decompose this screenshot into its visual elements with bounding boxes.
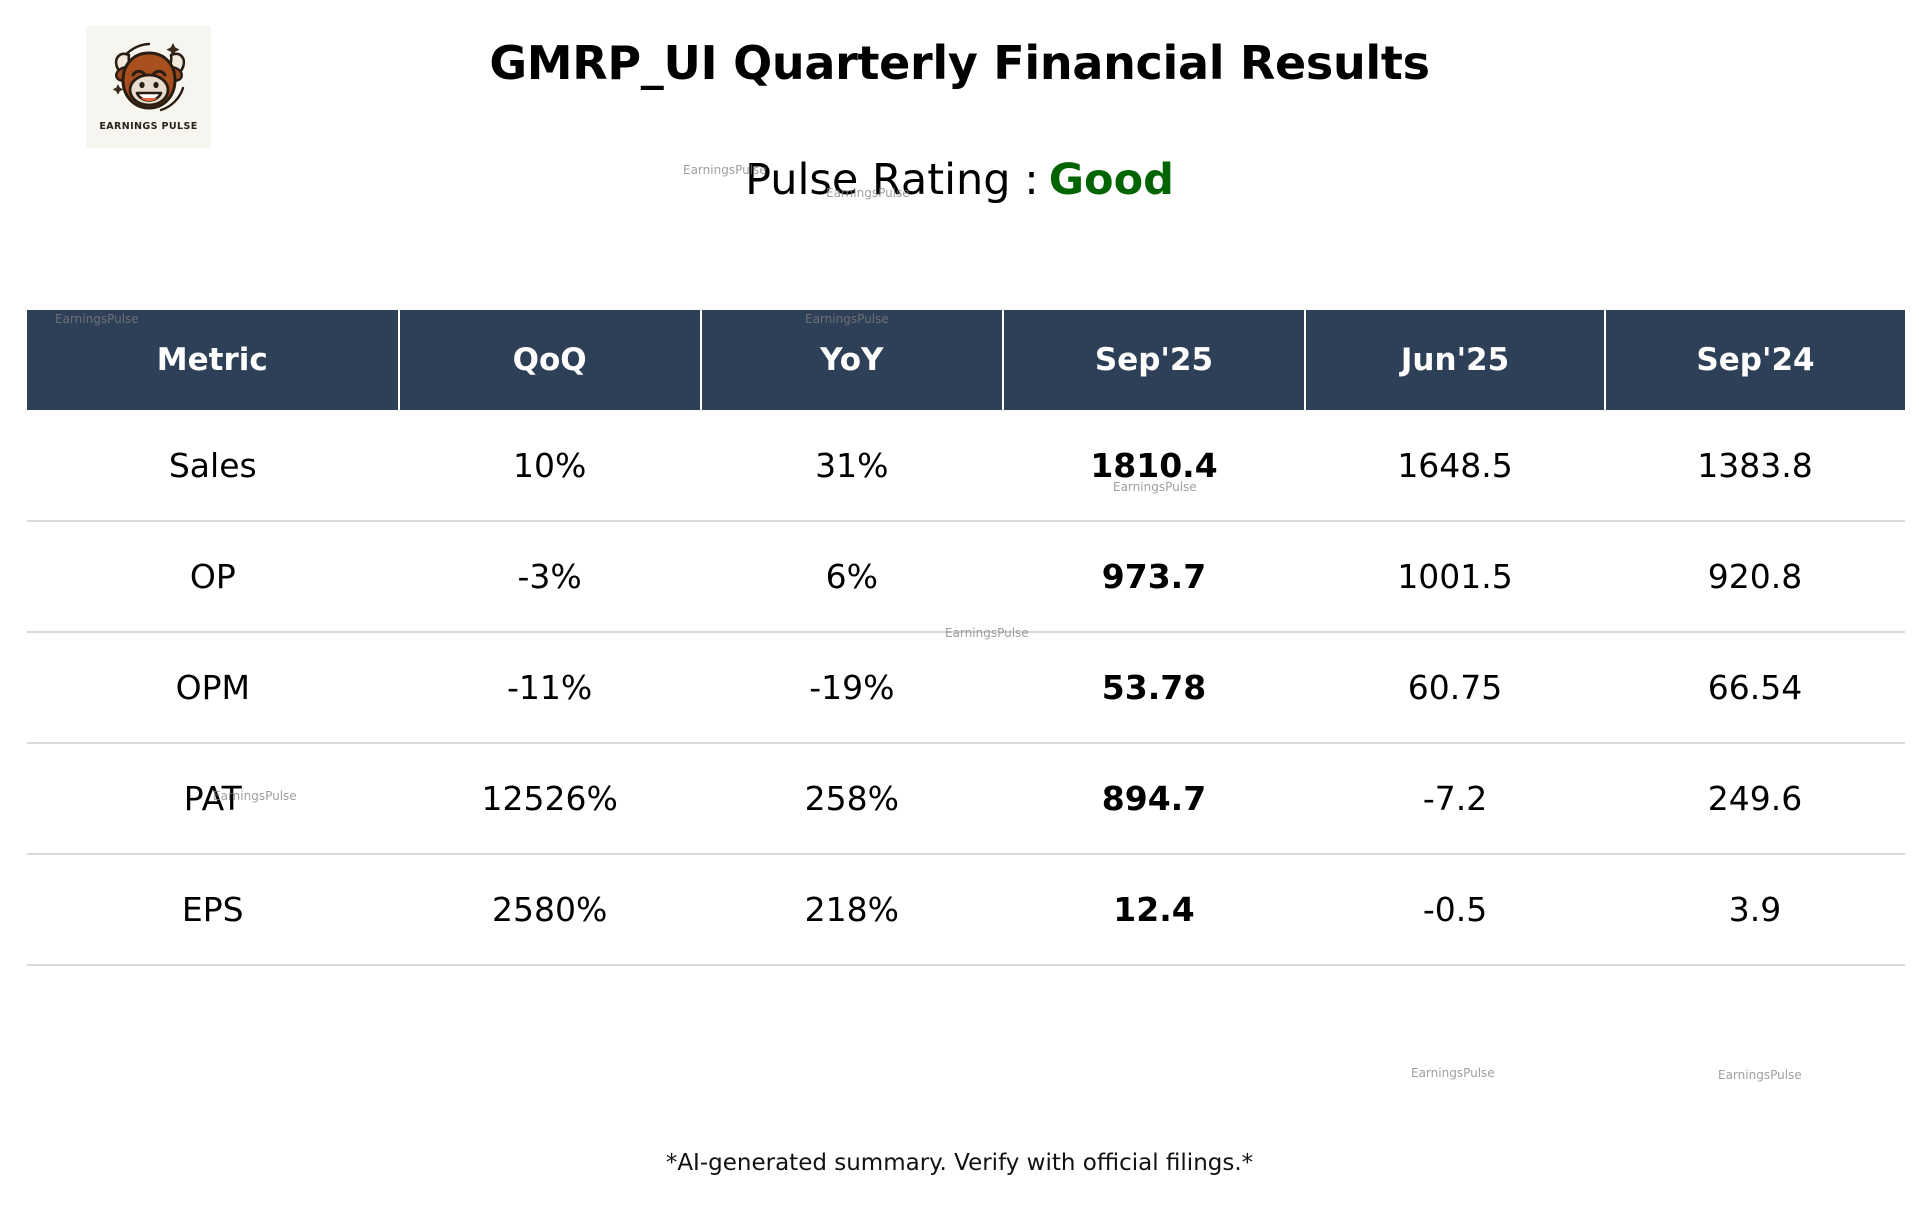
column-header-sep24: Sep'24 (1605, 310, 1905, 410)
cell-year-ago: 3.9 (1605, 854, 1905, 966)
pulse-rating-label: Pulse Rating : (745, 155, 1039, 205)
cell-previous: -0.5 (1305, 854, 1606, 966)
cell-metric: Sales (27, 410, 399, 522)
table-header-row: Metric QoQ YoY Sep'25 Jun'25 Sep'24 (27, 310, 1905, 410)
pulse-rating: Pulse Rating : Good (0, 155, 1919, 205)
cell-qoq: 2580% (398, 854, 701, 966)
column-header-qoq: QoQ (398, 310, 702, 410)
cell-current: 894.7 (1002, 743, 1306, 855)
cell-current: 53.78 (1002, 632, 1306, 744)
cell-previous: 1001.5 (1305, 521, 1606, 633)
cell-qoq: 12526% (398, 743, 701, 855)
page-title: GMRP_UI Quarterly Financial Results (489, 36, 1430, 90)
watermark-label: EarningsPulse (1718, 1068, 1802, 1082)
cell-year-ago: 920.8 (1605, 521, 1905, 633)
bull-mascot-icon (103, 32, 195, 120)
logo-caption: EARNINGS PULSE (99, 121, 198, 132)
cell-metric: PAT (27, 743, 399, 855)
cell-yoy: 31% (700, 410, 1003, 522)
cell-previous: -7.2 (1305, 743, 1606, 855)
watermark-label: EarningsPulse (1411, 1066, 1495, 1080)
cell-qoq: -3% (398, 521, 701, 633)
column-header-yoy: YoY (700, 310, 1004, 410)
cell-yoy: 6% (700, 521, 1003, 633)
table-row: OP -3% 6% 973.7 1001.5 920.8 (27, 521, 1905, 633)
cell-year-ago: 1383.8 (1605, 410, 1905, 522)
cell-year-ago: 66.54 (1605, 632, 1905, 744)
cell-previous: 1648.5 (1305, 410, 1606, 522)
table-row: PAT 12526% 258% 894.7 -7.2 249.6 (27, 743, 1905, 855)
cell-metric: OPM (27, 632, 399, 744)
cell-previous: 60.75 (1305, 632, 1606, 744)
cell-current: 973.7 (1002, 521, 1306, 633)
cell-metric: OP (27, 521, 399, 633)
cell-qoq: -11% (398, 632, 701, 744)
table-row: OPM -11% -19% 53.78 60.75 66.54 (27, 632, 1905, 744)
cell-yoy: -19% (700, 632, 1003, 744)
cell-qoq: 10% (398, 410, 701, 522)
cell-current: 1810.4 (1002, 410, 1306, 522)
column-header-sep25: Sep'25 (1002, 310, 1307, 410)
cell-yoy: 218% (700, 854, 1003, 966)
column-header-jun25: Jun'25 (1305, 310, 1607, 410)
disclaimer-text: *AI-generated summary. Verify with offic… (665, 1150, 1254, 1176)
column-header-metric: Metric (27, 310, 400, 410)
cell-year-ago: 249.6 (1605, 743, 1905, 855)
table-row: EPS 2580% 218% 12.4 -0.5 3.9 (27, 854, 1905, 966)
cell-metric: EPS (27, 854, 399, 966)
cell-current: 12.4 (1002, 854, 1306, 966)
financial-results-table: Metric QoQ YoY Sep'25 Jun'25 Sep'24 Sale… (27, 310, 1905, 966)
pulse-rating-value: Good (1048, 155, 1174, 205)
brand-logo: EARNINGS PULSE (86, 26, 211, 148)
cell-yoy: 258% (700, 743, 1003, 855)
table-row: Sales 10% 31% 1810.4 1648.5 1383.8 (27, 410, 1905, 522)
